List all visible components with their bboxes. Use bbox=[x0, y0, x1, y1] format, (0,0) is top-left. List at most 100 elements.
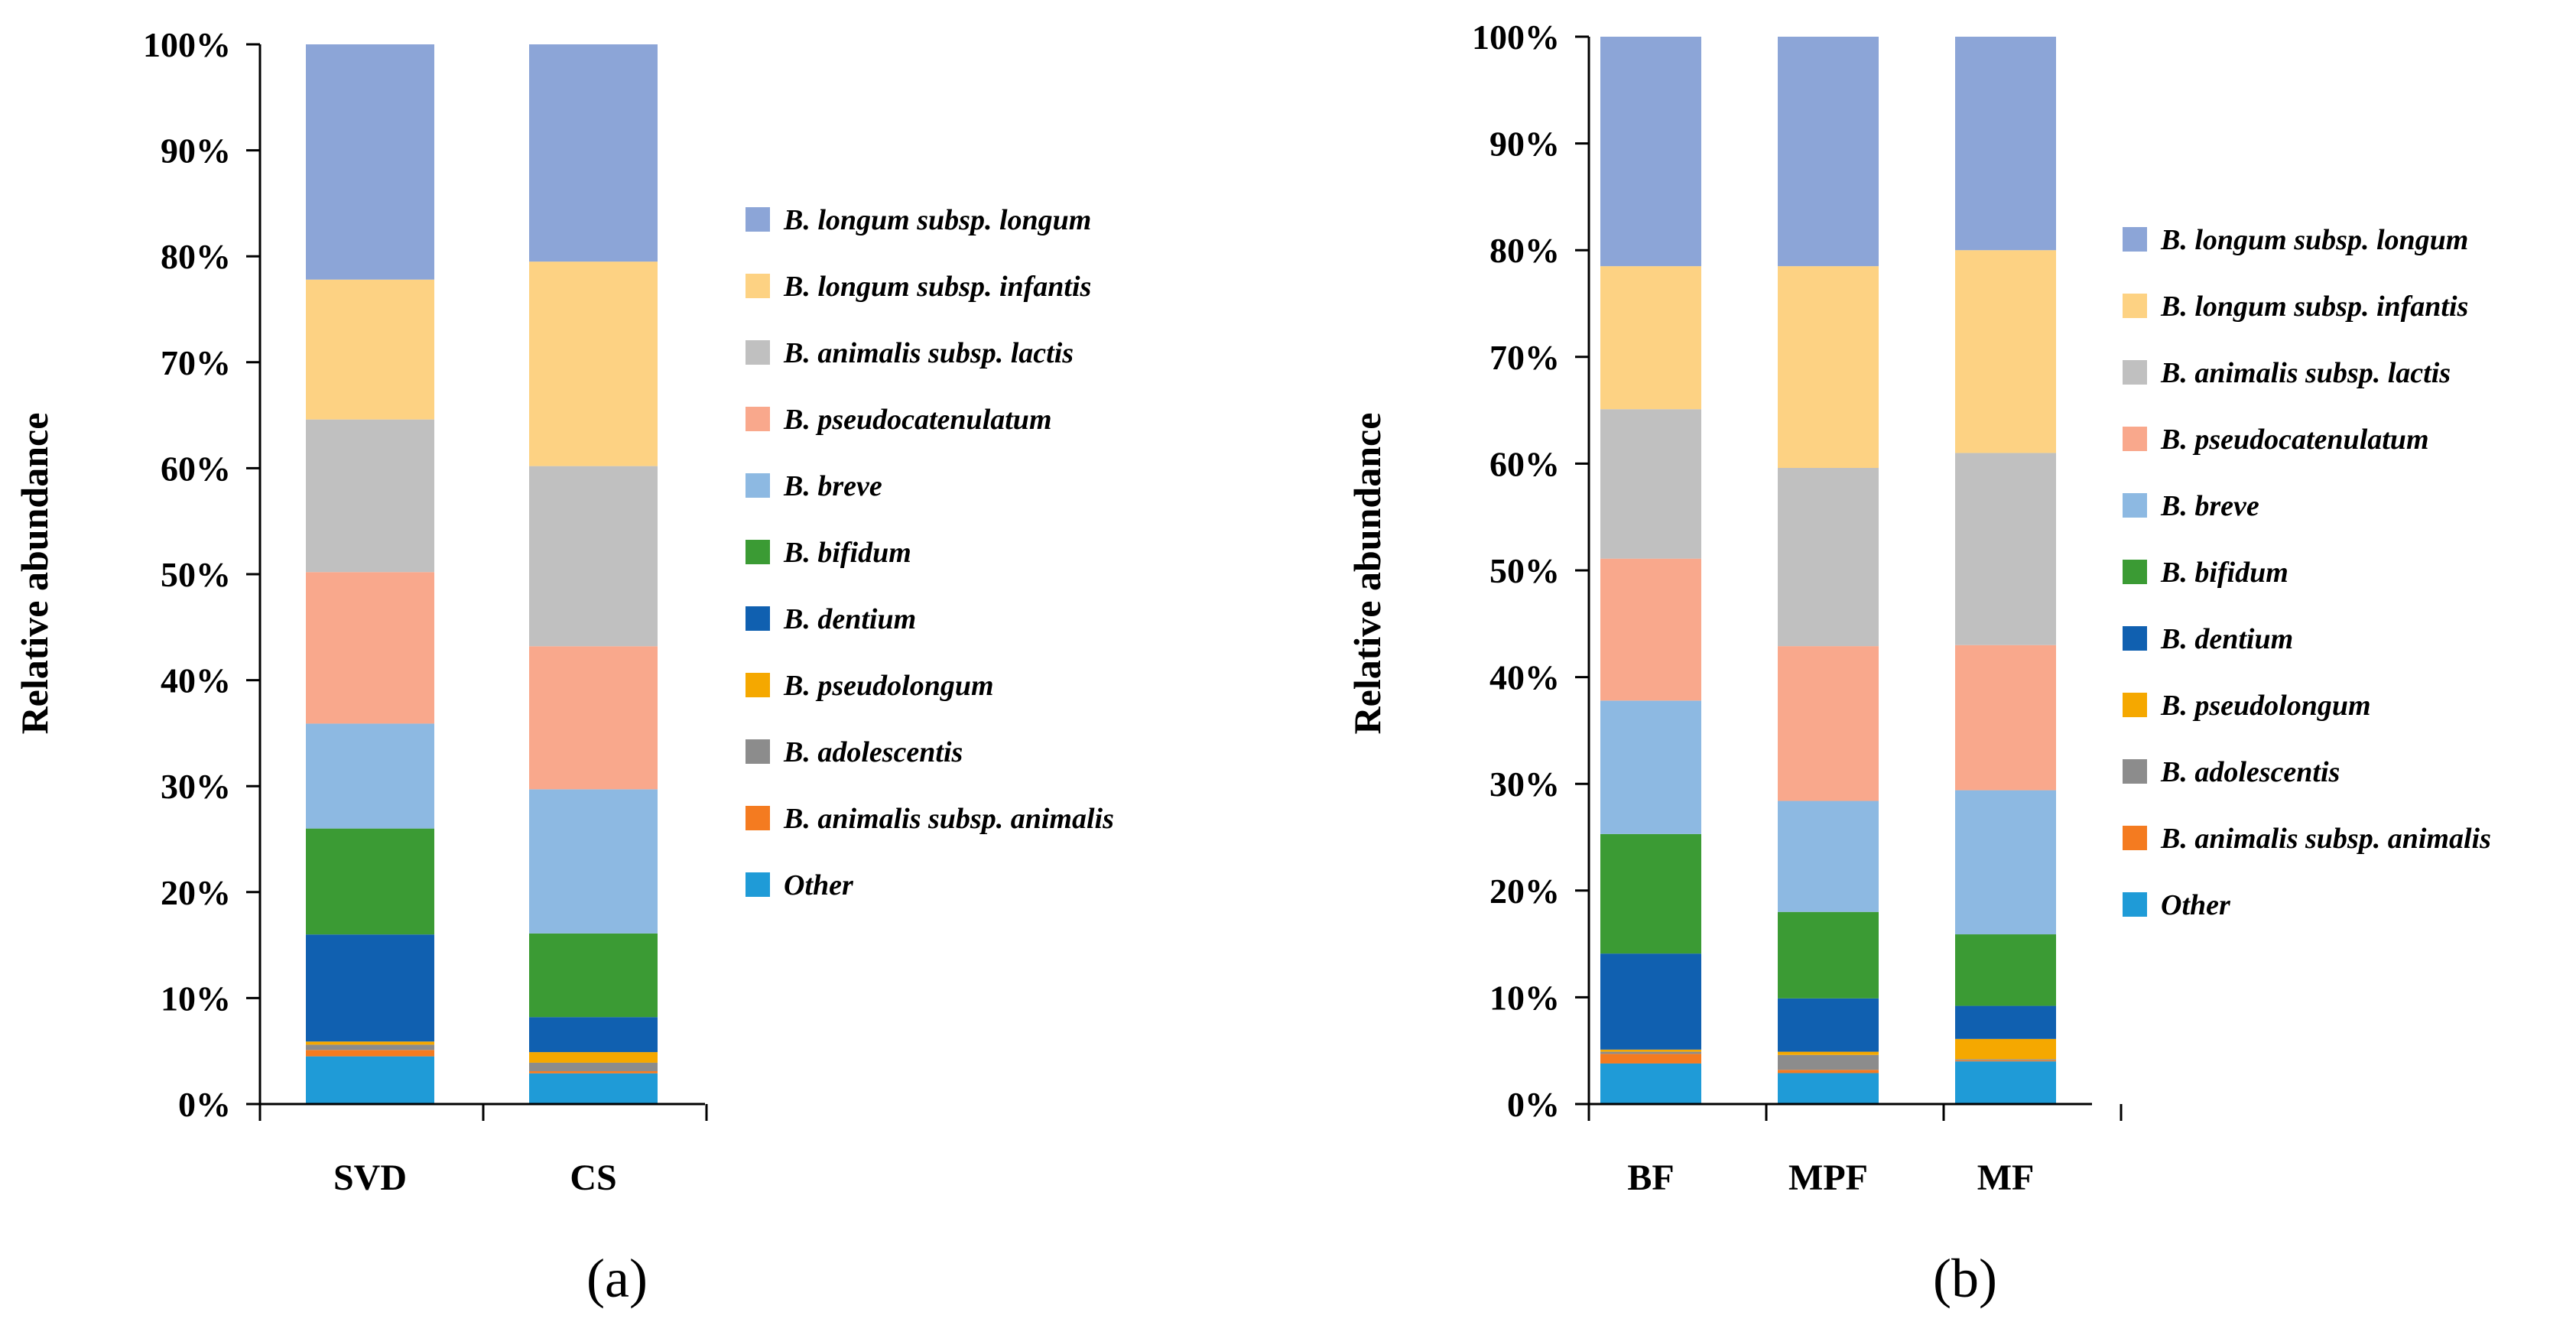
panel-b-y-axis-label: Relative abundance bbox=[1346, 413, 1389, 735]
panel-b-legend-swatch-b-animalis-subsp-lactis bbox=[2123, 360, 2147, 385]
panel-b-legend-swatch-b-animalis-subsp-animalis bbox=[2123, 826, 2147, 850]
panel-b-segment-mpf-other bbox=[1778, 1073, 1879, 1104]
panel-b-legend-swatch-b-longum-subsp-infantis bbox=[2123, 294, 2147, 318]
panel-b-y-tick-label: 100% bbox=[1472, 18, 1560, 57]
panel-a-segment-svd-b-longum-subsp-infantis bbox=[306, 279, 434, 420]
panel-b-segment-bf-b-adolescentis bbox=[1600, 1051, 1701, 1054]
panel-a-legend-swatch-b-pseudolongum bbox=[746, 673, 770, 697]
panel-b-segment-bf-other bbox=[1600, 1063, 1701, 1104]
panel-b-segment-bf-b-animalis-subsp-lactis bbox=[1600, 409, 1701, 559]
panel-b-category-label: BF bbox=[1627, 1158, 1674, 1198]
panel-a-segment-cs-b-animalis-subsp-lactis bbox=[529, 466, 658, 647]
panel-b-y-tick-label: 0% bbox=[1507, 1085, 1560, 1124]
panel-a-legend-swatch-b-animalis-subsp-animalis bbox=[746, 806, 770, 830]
panel-a-bar-svd bbox=[306, 44, 434, 1104]
panel-b-legend-swatch-b-pseudolongum bbox=[2123, 693, 2147, 717]
panel-b-segment-mpf-b-bifidum bbox=[1778, 911, 1879, 999]
panel-b-y-tick-label: 10% bbox=[1489, 978, 1560, 1017]
panel-a-y-tick-label: 30% bbox=[161, 767, 231, 806]
panel-b-y-tick-label: 80% bbox=[1489, 231, 1560, 270]
panel-b-y-tick-label: 60% bbox=[1489, 444, 1560, 483]
panel-a-legend-label-b-longum-subsp-infantis: B. longum subsp. infantis bbox=[783, 271, 1091, 303]
panel-b-segment-bf-b-longum-subsp-infantis bbox=[1600, 266, 1701, 410]
panel-a-segment-svd-b-animalis-subsp-lactis bbox=[306, 419, 434, 573]
panel-a-legend-label-b-longum-subsp-longum: B. longum subsp. longum bbox=[783, 204, 1091, 236]
panel-b-legend-label-b-longum-subsp-infantis: B. longum subsp. infantis bbox=[2160, 291, 2468, 323]
panel-a-legend-label-b-bifidum: B. bifidum bbox=[783, 537, 911, 569]
panel-a-legend-swatch-b-longum-subsp-longum bbox=[746, 207, 770, 232]
panel-b-legend-label-b-dentium: B. dentium bbox=[2160, 623, 2293, 655]
panel-b-segment-mf-b-bifidum bbox=[1955, 934, 2056, 1006]
panel-b-segment-mf-b-longum-subsp-longum bbox=[1955, 37, 2056, 251]
panel-a-legend-swatch-b-bifidum bbox=[746, 540, 770, 564]
panel-b-segment-bf-b-pseudocatenulatum bbox=[1600, 558, 1701, 701]
panel-b-legend-swatch-other bbox=[2123, 892, 2147, 917]
panel-a-segment-cs-b-pseudocatenulatum bbox=[529, 646, 658, 790]
panel-a-segment-svd-b-bifidum bbox=[306, 828, 434, 935]
panel-a-y-tick-label: 60% bbox=[161, 449, 231, 488]
panel-a-y-tick-label: 20% bbox=[161, 873, 231, 912]
panel-b-segment-mf-b-adolescentis bbox=[1955, 1059, 2056, 1060]
panel-a-legend-label-b-breve: B. breve bbox=[783, 470, 882, 502]
panel-a-bar-cs bbox=[529, 44, 658, 1104]
panel-b-y-tick-label: 70% bbox=[1489, 338, 1560, 377]
panel-b-segment-mf-b-dentium bbox=[1955, 1005, 2056, 1039]
panel-a-y-tick-label: 70% bbox=[161, 343, 231, 382]
panel-b-y-tick-label: 20% bbox=[1489, 872, 1560, 911]
panel-b-y-tick-label: 40% bbox=[1489, 658, 1560, 697]
panel-a-legend-label-b-animalis-subsp-lactis: B. animalis subsp. lactis bbox=[783, 337, 1074, 369]
panel-a-legend-swatch-b-adolescentis bbox=[746, 739, 770, 764]
panel-a-segment-svd-b-pseudolongum bbox=[306, 1041, 434, 1045]
panel-a-legend-label-b-pseudolongum: B. pseudolongum bbox=[783, 670, 994, 702]
panel-b-legend-swatch-b-pseudocatenulatum bbox=[2123, 427, 2147, 451]
panel-b-y-tick-label: 50% bbox=[1489, 551, 1560, 590]
panel-b-segment-mpf-b-longum-subsp-longum bbox=[1778, 37, 1879, 267]
panel-b-legend-label-b-animalis-subsp-animalis: B. animalis subsp. animalis bbox=[2160, 823, 2491, 855]
panel-a-segment-cs-b-longum-subsp-longum bbox=[529, 44, 658, 262]
panel-b-legend-label-b-adolescentis: B. adolescentis bbox=[2160, 756, 2340, 788]
panel-a-legend-label-other: Other bbox=[784, 869, 854, 901]
panel-a-legend-swatch-b-pseudocatenulatum bbox=[746, 407, 770, 431]
panel-a-legend-swatch-other bbox=[746, 872, 770, 897]
panel-a-y-tick-label: 90% bbox=[161, 132, 231, 170]
panel-a-y-axis-label: Relative abundance bbox=[13, 413, 56, 735]
panel-a-category-label: CS bbox=[570, 1158, 616, 1198]
panel-b-segment-mpf-b-breve bbox=[1778, 801, 1879, 912]
panel-b-legend-label-b-animalis-subsp-lactis: B. animalis subsp. lactis bbox=[2160, 357, 2451, 389]
panel-b-bar-mpf bbox=[1778, 37, 1879, 1104]
panel-b-legend-label-b-bifidum: B. bifidum bbox=[2160, 557, 2289, 589]
panel-b-segment-mf-b-animalis-subsp-lactis bbox=[1955, 453, 2056, 645]
panel-a-legend-label-b-pseudocatenulatum: B. pseudocatenulatum bbox=[783, 404, 1052, 436]
panel-a-segment-cs-b-bifidum bbox=[529, 933, 658, 1018]
panel-b-legend-swatch-b-longum-subsp-longum bbox=[2123, 227, 2147, 252]
panel-a-y-tick-label: 50% bbox=[161, 555, 231, 594]
panel-a-y-tick-label: 80% bbox=[161, 237, 231, 276]
panel-b-segment-bf-b-dentium bbox=[1600, 953, 1701, 1050]
panel-b-segment-bf-b-pseudolongum bbox=[1600, 1049, 1701, 1052]
panel-a-legend-swatch-b-animalis-subsp-lactis bbox=[746, 340, 770, 365]
panel-a-segment-cs-b-pseudolongum bbox=[529, 1052, 658, 1063]
panel-a-y-tick-label: 0% bbox=[178, 1085, 231, 1124]
panel-a-y-tick-label: 100% bbox=[143, 25, 231, 64]
panel-a-legend-label-b-adolescentis: B. adolescentis bbox=[783, 736, 963, 768]
panel-a-segment-cs-b-dentium bbox=[529, 1017, 658, 1053]
panel-b-y-tick-label: 30% bbox=[1489, 765, 1560, 804]
panel-b: BF MPF MF 0% 10% 20% 30% 40% 50% 60% 70% 80% 90% 100%… bbox=[1346, 18, 2491, 1309]
panel-a-segment-svd-other bbox=[306, 1056, 434, 1104]
panel-b-bar-mf bbox=[1955, 37, 2056, 1104]
panel-a-panel-label: (a) bbox=[586, 1248, 648, 1309]
panel-a-category-label: SVD bbox=[333, 1158, 407, 1198]
panel-b-legend: B. longum subsp. longum B. longum subsp. … bbox=[2123, 224, 2491, 921]
panel-a-legend: B. longum subsp. longum B. longum subsp. … bbox=[746, 204, 1114, 901]
panel-a-segment-cs-b-breve bbox=[529, 789, 658, 934]
panel-b-legend-swatch-b-adolescentis bbox=[2123, 759, 2147, 784]
panel-b-y-tick-label: 90% bbox=[1489, 125, 1560, 164]
panel-a-segment-svd-b-breve bbox=[306, 723, 434, 829]
panel-b-segment-bf-b-bifidum bbox=[1600, 833, 1701, 954]
panel-b-segment-mf-b-pseudolongum bbox=[1955, 1038, 2056, 1060]
panel-a-segment-svd-b-adolescentis bbox=[306, 1044, 434, 1051]
panel-b-segment-mpf-b-animalis-subsp-lactis bbox=[1778, 467, 1879, 647]
panel-b-segment-mf-b-breve bbox=[1955, 790, 2056, 935]
panel-a-legend-swatch-b-breve bbox=[746, 473, 770, 498]
panel-a-y-tick-label: 10% bbox=[161, 979, 231, 1018]
